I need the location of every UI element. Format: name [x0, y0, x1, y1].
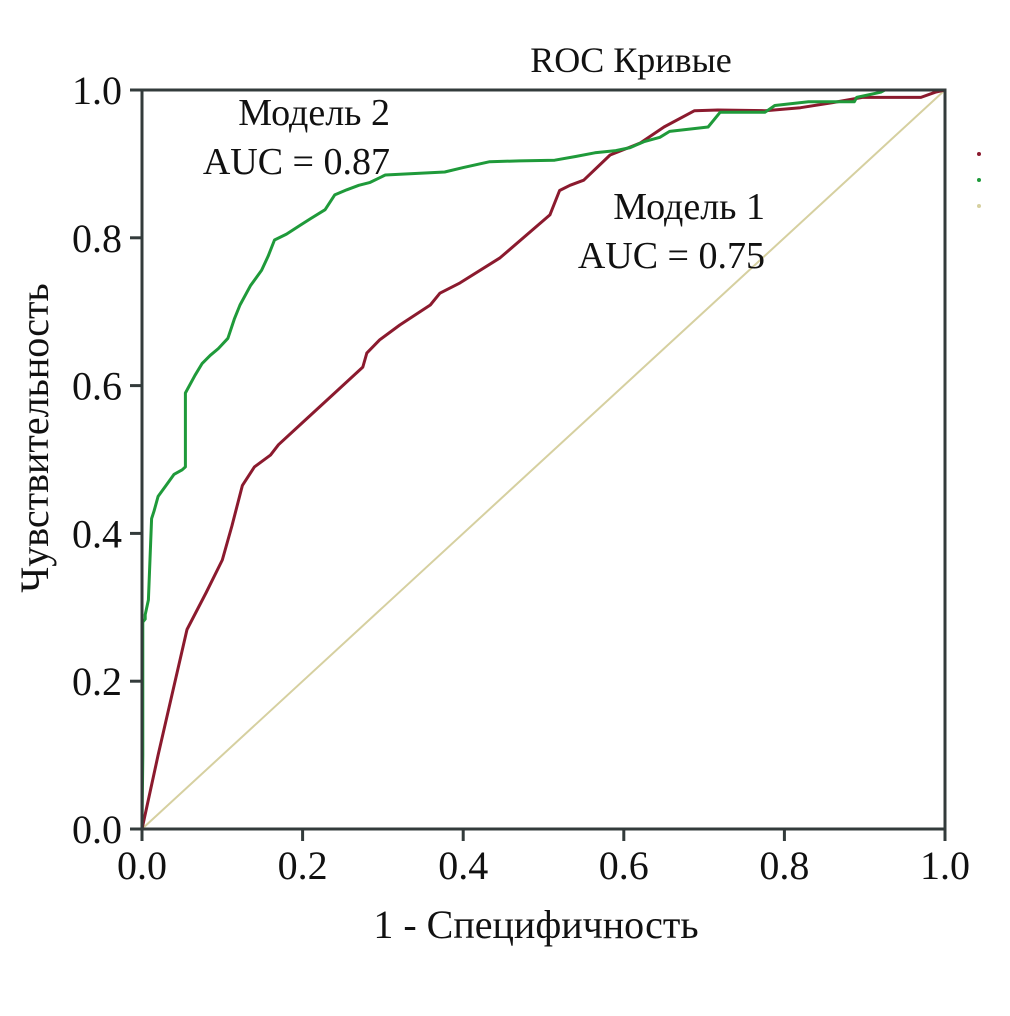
plot-frame: [140, 88, 947, 831]
x-tick-label: 0.2: [278, 843, 328, 888]
y-tick-label: 0.6: [72, 364, 122, 409]
legend-marker-reference: [977, 204, 981, 208]
y-tick-label: 0.0: [72, 807, 122, 852]
series-layer: [140, 88, 946, 830]
y-tick-label: 0.2: [72, 659, 122, 704]
model1-auc-label: AUC = 0.75: [578, 235, 765, 277]
y-axis: 0.0 0.2 0.4 0.6 0.8 1.0: [72, 68, 142, 852]
series-line-reference: [141, 89, 946, 830]
chart-title: ROC Кривые: [530, 40, 731, 80]
x-axis: 0.0 0.2 0.4 0.6 0.8 1.0: [117, 829, 970, 888]
y-tick-label: 1.0: [72, 68, 122, 113]
legend: [977, 152, 981, 208]
legend-marker-model-2: [977, 178, 981, 182]
x-tick-label: 0.6: [599, 843, 649, 888]
model1-name-label: Модель 1: [613, 186, 765, 228]
x-tick-label: 0.4: [438, 843, 488, 888]
legend-marker-model-1: [977, 152, 981, 156]
x-axis-title: 1 - Специфичность: [373, 902, 698, 947]
y-tick-label: 0.4: [72, 511, 122, 556]
x-tick-label: 1.0: [920, 843, 970, 888]
y-axis-title: Чувствительность: [12, 283, 57, 593]
series-line-model-2: [140, 88, 945, 830]
model2-auc-label: AUC = 0.87: [203, 141, 390, 183]
y-tick-label: 0.8: [72, 216, 122, 261]
x-tick-label: 0.8: [759, 843, 809, 888]
model2-name-label: Модель 2: [238, 92, 390, 134]
series-line-model-1: [140, 88, 946, 830]
x-tick-label: 0.0: [117, 843, 167, 888]
